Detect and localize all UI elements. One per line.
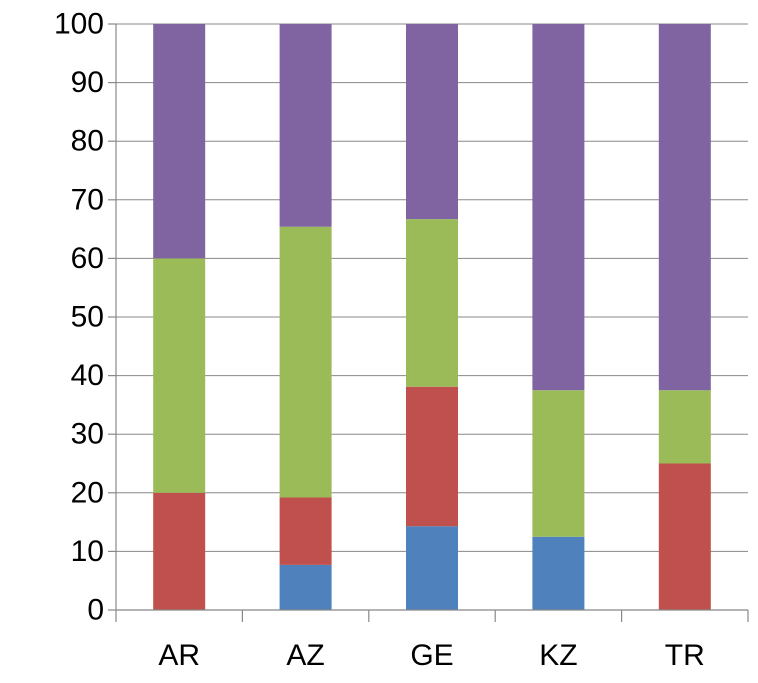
bar-az-segment-1	[279, 564, 332, 610]
bar-tr-segment-3	[658, 390, 711, 464]
bar-ar-segment-2	[153, 492, 206, 610]
bar-tr-segment-2	[658, 463, 711, 610]
y-tick-label-100: 100	[54, 8, 104, 41]
y-tick-labels: 0 10 20 30 40 50 60 70 80 90 100	[54, 8, 104, 627]
bars	[153, 24, 711, 610]
y-tick-label-90: 90	[71, 66, 104, 99]
bar-tr-segment-4	[658, 24, 711, 391]
axes	[108, 23, 749, 622]
y-tick-label-80: 80	[71, 125, 104, 158]
bar-kz-segment-4	[532, 24, 585, 391]
x-tick-label-kz: KZ	[539, 639, 577, 672]
x-tick-label-az: AZ	[286, 639, 324, 672]
bar-kz-segment-1	[532, 536, 585, 610]
x-tick-label-ge: GE	[410, 639, 453, 672]
y-tick-label-50: 50	[71, 301, 104, 334]
bar-az-segment-2	[279, 497, 332, 565]
bar-ge-segment-3	[406, 219, 458, 387]
x-tick-labels: AR AZ GE KZ TR	[158, 639, 704, 672]
y-tick-label-20: 20	[71, 476, 104, 509]
bar-az-segment-3	[279, 226, 332, 498]
y-tick-label-0: 0	[87, 594, 104, 627]
y-tick-label-70: 70	[71, 183, 104, 216]
bar-ge-segment-4	[406, 24, 458, 220]
bar-az-segment-4	[279, 24, 332, 227]
bar-ar-segment-4	[153, 24, 206, 259]
bar-ge-segment-2	[406, 386, 458, 527]
y-tick-label-30: 30	[71, 418, 104, 451]
x-tick-label-tr: TR	[665, 639, 705, 672]
y-tick-label-10: 10	[71, 535, 104, 568]
x-tick-label-ar: AR	[158, 639, 200, 672]
bar-ar-segment-3	[153, 258, 206, 493]
bar-kz-segment-3	[532, 390, 585, 537]
y-tick-label-40: 40	[71, 359, 104, 392]
bar-ge-segment-1	[406, 526, 458, 610]
y-tick-label-60: 60	[71, 242, 104, 275]
